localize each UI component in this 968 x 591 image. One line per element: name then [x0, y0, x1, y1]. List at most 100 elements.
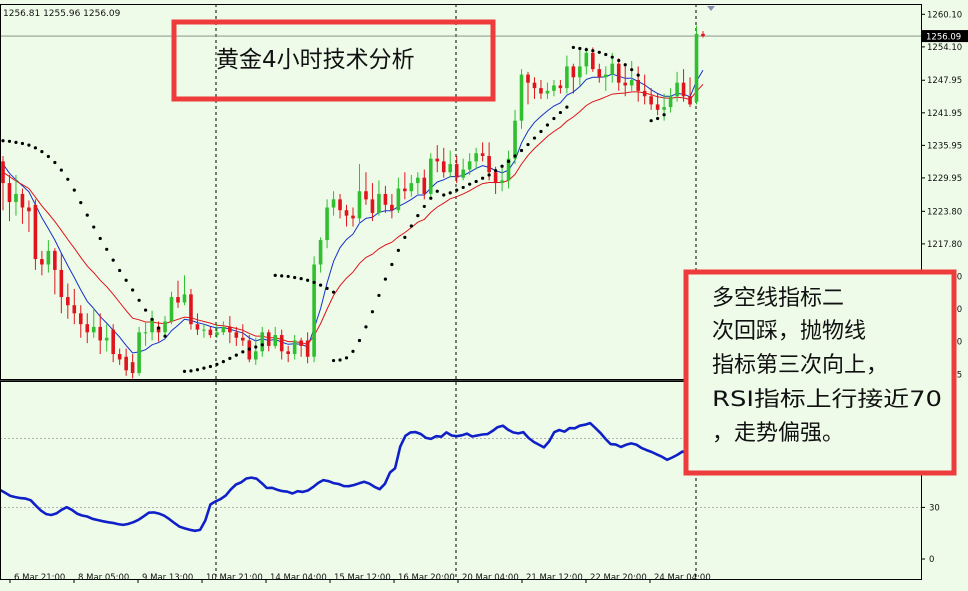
candle-body [20, 193, 25, 208]
candle-body [7, 183, 12, 203]
candle-body [377, 193, 381, 213]
sar-dot [545, 123, 550, 127]
sar-dot [591, 49, 595, 53]
time-tick-label: 15 Mar 12:00 [334, 573, 391, 583]
candle-body [66, 297, 70, 306]
sar-dot [66, 177, 70, 181]
candle-body [662, 107, 666, 110]
sar-dot [344, 356, 349, 360]
candle-body [578, 66, 582, 78]
candle-body [111, 329, 115, 355]
sar-dot [46, 154, 50, 159]
commentary-line-4: RSI指标上行接近70 [712, 387, 942, 411]
sar-dot [552, 116, 556, 121]
sar-dot [143, 308, 148, 312]
candle-body [500, 180, 504, 184]
candle-body [422, 177, 427, 194]
sar-dot [156, 326, 161, 330]
sar-dot [312, 280, 316, 285]
candle-body [357, 191, 362, 219]
candle-body [338, 199, 342, 211]
candle-body [675, 82, 679, 97]
candle-body [565, 66, 569, 89]
sar-dot [163, 334, 167, 338]
time-tick-label: 21 Mar 12:00 [526, 573, 583, 583]
sar-dot [111, 258, 115, 262]
candle-body [519, 74, 524, 121]
candle-body [228, 326, 232, 333]
candle-body [545, 90, 550, 94]
sar-dot [442, 193, 446, 197]
candle-body [91, 326, 96, 333]
sar-dot [228, 356, 232, 360]
sar-dot [370, 310, 375, 314]
candle-body [221, 326, 226, 333]
candle-body [584, 52, 589, 67]
candle-body [642, 90, 647, 97]
candle-body [370, 199, 375, 213]
sar-dot [118, 268, 122, 273]
sar-dot [40, 150, 44, 154]
price-tag-bg [922, 30, 968, 43]
sar-dot [260, 343, 264, 347]
candle-body [33, 204, 38, 260]
sar-dot [455, 188, 459, 192]
sar-dot [7, 139, 12, 143]
candle-body [390, 204, 394, 211]
sar-dot [578, 46, 582, 51]
sar-dot [364, 325, 368, 329]
candle-body [383, 193, 388, 205]
candle-body [260, 332, 265, 352]
candle-body [46, 250, 51, 265]
commentary-line-2: 次回踩，抛物线 [712, 319, 866, 344]
candle-body [182, 294, 187, 303]
candle-body [701, 33, 705, 37]
candle-body [480, 153, 485, 156]
sar-dot [506, 159, 511, 163]
candle-body [532, 82, 537, 89]
price-tick-label: 1223.80 [927, 207, 962, 217]
sar-dot [254, 345, 258, 349]
candle-body [467, 161, 472, 170]
sar-dot [124, 278, 128, 282]
commentary-line-5: ，走势偏强。 [712, 421, 844, 446]
candle-body [629, 79, 634, 86]
ohlc-header: 1256.81 1255.96 1256.09 [3, 9, 121, 19]
time-tick-label: 8 Mar 05:00 [78, 573, 129, 583]
sar-dot [656, 116, 660, 121]
candle-body [215, 332, 219, 336]
candle-body [506, 158, 511, 181]
candle-body [403, 188, 407, 192]
price-tick-label: 1241.95 [927, 109, 962, 119]
sar-dot [513, 154, 517, 158]
sar-dot [280, 274, 284, 278]
sar-dot [571, 45, 575, 50]
candle-body [241, 337, 245, 341]
sar-dot [390, 262, 394, 267]
candle-body [416, 177, 420, 184]
candle-body [117, 354, 122, 360]
candle-body [694, 33, 699, 102]
sar-dot [33, 146, 38, 150]
candle-body [72, 305, 77, 314]
candle-body [130, 362, 135, 374]
candle-body [558, 85, 563, 89]
candle-body [312, 264, 316, 357]
candle-body [325, 207, 329, 241]
sar-dot [331, 290, 336, 294]
candle-body [454, 164, 459, 178]
sar-dot [649, 119, 653, 123]
candle-body [526, 74, 530, 83]
candle-body [513, 120, 517, 159]
sar-dot [357, 338, 362, 343]
sar-dot [377, 293, 381, 298]
sar-dot [286, 274, 290, 279]
candle-body [351, 215, 355, 219]
candle-body [163, 321, 167, 333]
candle-body [98, 326, 103, 341]
sar-dot [27, 143, 31, 147]
candle-body [305, 340, 310, 357]
title-annotation-box: 黄金4小时技术分析 [171, 19, 496, 102]
blue-average-line [2, 69, 704, 354]
